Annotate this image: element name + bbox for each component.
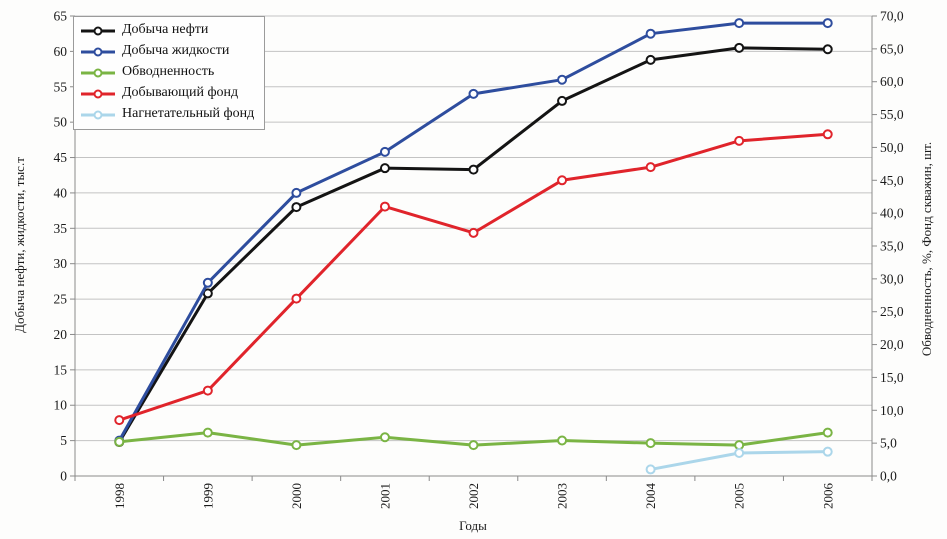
legend-marker-icon [81,26,115,36]
series-marker-2 [291,440,302,451]
legend-item-2: Обводненность [80,63,256,84]
series-marker-3 [114,415,125,426]
left-tick-label: 30 [54,256,68,271]
right-tick-label: 55,0 [880,107,904,122]
right-tick-label: 35,0 [880,239,904,254]
series-marker-1 [202,277,213,288]
right-tick-label: 15,0 [880,370,904,385]
right-tick-label: 70,0 [880,9,904,24]
series-marker-4 [645,464,656,475]
legend-box: Добыча нефти Добыча жидкости Обводненнос… [73,16,265,130]
left-tick-label: 35 [54,221,68,236]
series-marker-0 [557,95,568,106]
right-tick-label: 45,0 [880,173,904,188]
x-tick-label: 2003 [555,483,570,509]
left-tick-label: 15 [54,362,68,377]
legend-item-1: Добыча жидкости [80,42,256,63]
series-marker-3 [379,201,390,212]
series-marker-3 [291,293,302,304]
legend-label: Обводненность [122,63,215,79]
left-tick-label: 10 [54,398,68,413]
series-marker-3 [202,385,213,396]
left-tick-label: 55 [54,79,68,94]
series-marker-0 [379,163,390,174]
right-tick-label: 50,0 [880,140,904,155]
left-tick-label: 60 [54,44,68,59]
series-marker-1 [468,88,479,99]
series-marker-2 [114,436,125,447]
x-tick-label: 2004 [643,483,658,510]
left-tick-label: 40 [54,185,68,200]
series-marker-1 [379,146,390,157]
legend-marker-icon [81,47,115,57]
series-marker-1 [291,187,302,198]
right-tick-label: 20,0 [880,337,904,352]
legend-label: Добывающий фонд [122,84,239,100]
series-marker-2 [557,435,568,446]
series-marker-4 [822,446,833,457]
series-marker-2 [734,440,745,451]
legend-item-0: Добыча нефти [80,21,256,42]
right-tick-label: 0,0 [880,469,897,484]
legend-item-4: Нагнетательный фонд [80,104,256,125]
x-tick-label: 1998 [112,483,127,509]
legend-label: Добыча нефти [122,22,209,38]
series-marker-3 [468,227,479,238]
legend-label: Добыча жидкости [122,43,230,59]
series-marker-0 [645,54,656,65]
series-marker-1 [822,18,833,29]
right-tick-label: 65,0 [880,41,904,56]
x-tick-label: 2006 [820,483,835,510]
legend-marker-icon [81,68,115,78]
x-tick-label: 2005 [732,483,747,509]
series-marker-3 [645,162,656,173]
left-axis-title: Добыча нефти, жидкости, тыс.т [12,157,27,333]
series-marker-3 [822,129,833,140]
left-tick-label: 65 [54,9,68,24]
x-tick-label: 2002 [466,483,481,509]
series-marker-0 [734,42,745,53]
legend-marker-icon [81,110,115,120]
x-tick-label: 2000 [289,483,304,509]
left-tick-label: 45 [54,150,68,165]
series-marker-2 [822,427,833,438]
series-marker-2 [202,427,213,438]
series-marker-2 [645,438,656,449]
series-marker-3 [557,175,568,186]
series-marker-4 [734,448,745,458]
right-tick-label: 30,0 [880,271,904,286]
series-marker-1 [645,28,656,39]
left-tick-label: 20 [54,327,68,342]
series-marker-1 [557,74,568,85]
legend-label: Нагнетательный фонд [122,105,255,121]
left-tick-label: 50 [54,115,68,130]
x-axis-title: Годы [459,518,487,533]
left-tick-label: 5 [60,433,67,448]
series-marker-0 [822,44,833,55]
series-marker-0 [291,202,302,213]
right-tick-label: 40,0 [880,206,904,221]
series-marker-3 [734,135,745,146]
series-marker-0 [468,164,479,175]
series-marker-2 [468,440,479,451]
right-axis-title: Обводненность, %, Фонд скважин, шт. [919,141,934,357]
legend-item-3: Добывающий фонд [80,83,256,104]
left-tick-label: 25 [54,292,68,307]
series-marker-0 [202,288,213,299]
x-tick-label: 2001 [377,483,392,509]
left-tick-label: 0 [60,469,67,484]
legend-marker-icon [81,89,115,99]
x-tick-label: 1999 [200,483,215,509]
series-marker-2 [379,432,390,443]
right-tick-label: 10,0 [880,403,904,418]
right-tick-label: 60,0 [880,74,904,89]
right-tick-label: 5,0 [880,436,897,451]
right-tick-label: 25,0 [880,304,904,319]
series-marker-1 [734,18,745,29]
